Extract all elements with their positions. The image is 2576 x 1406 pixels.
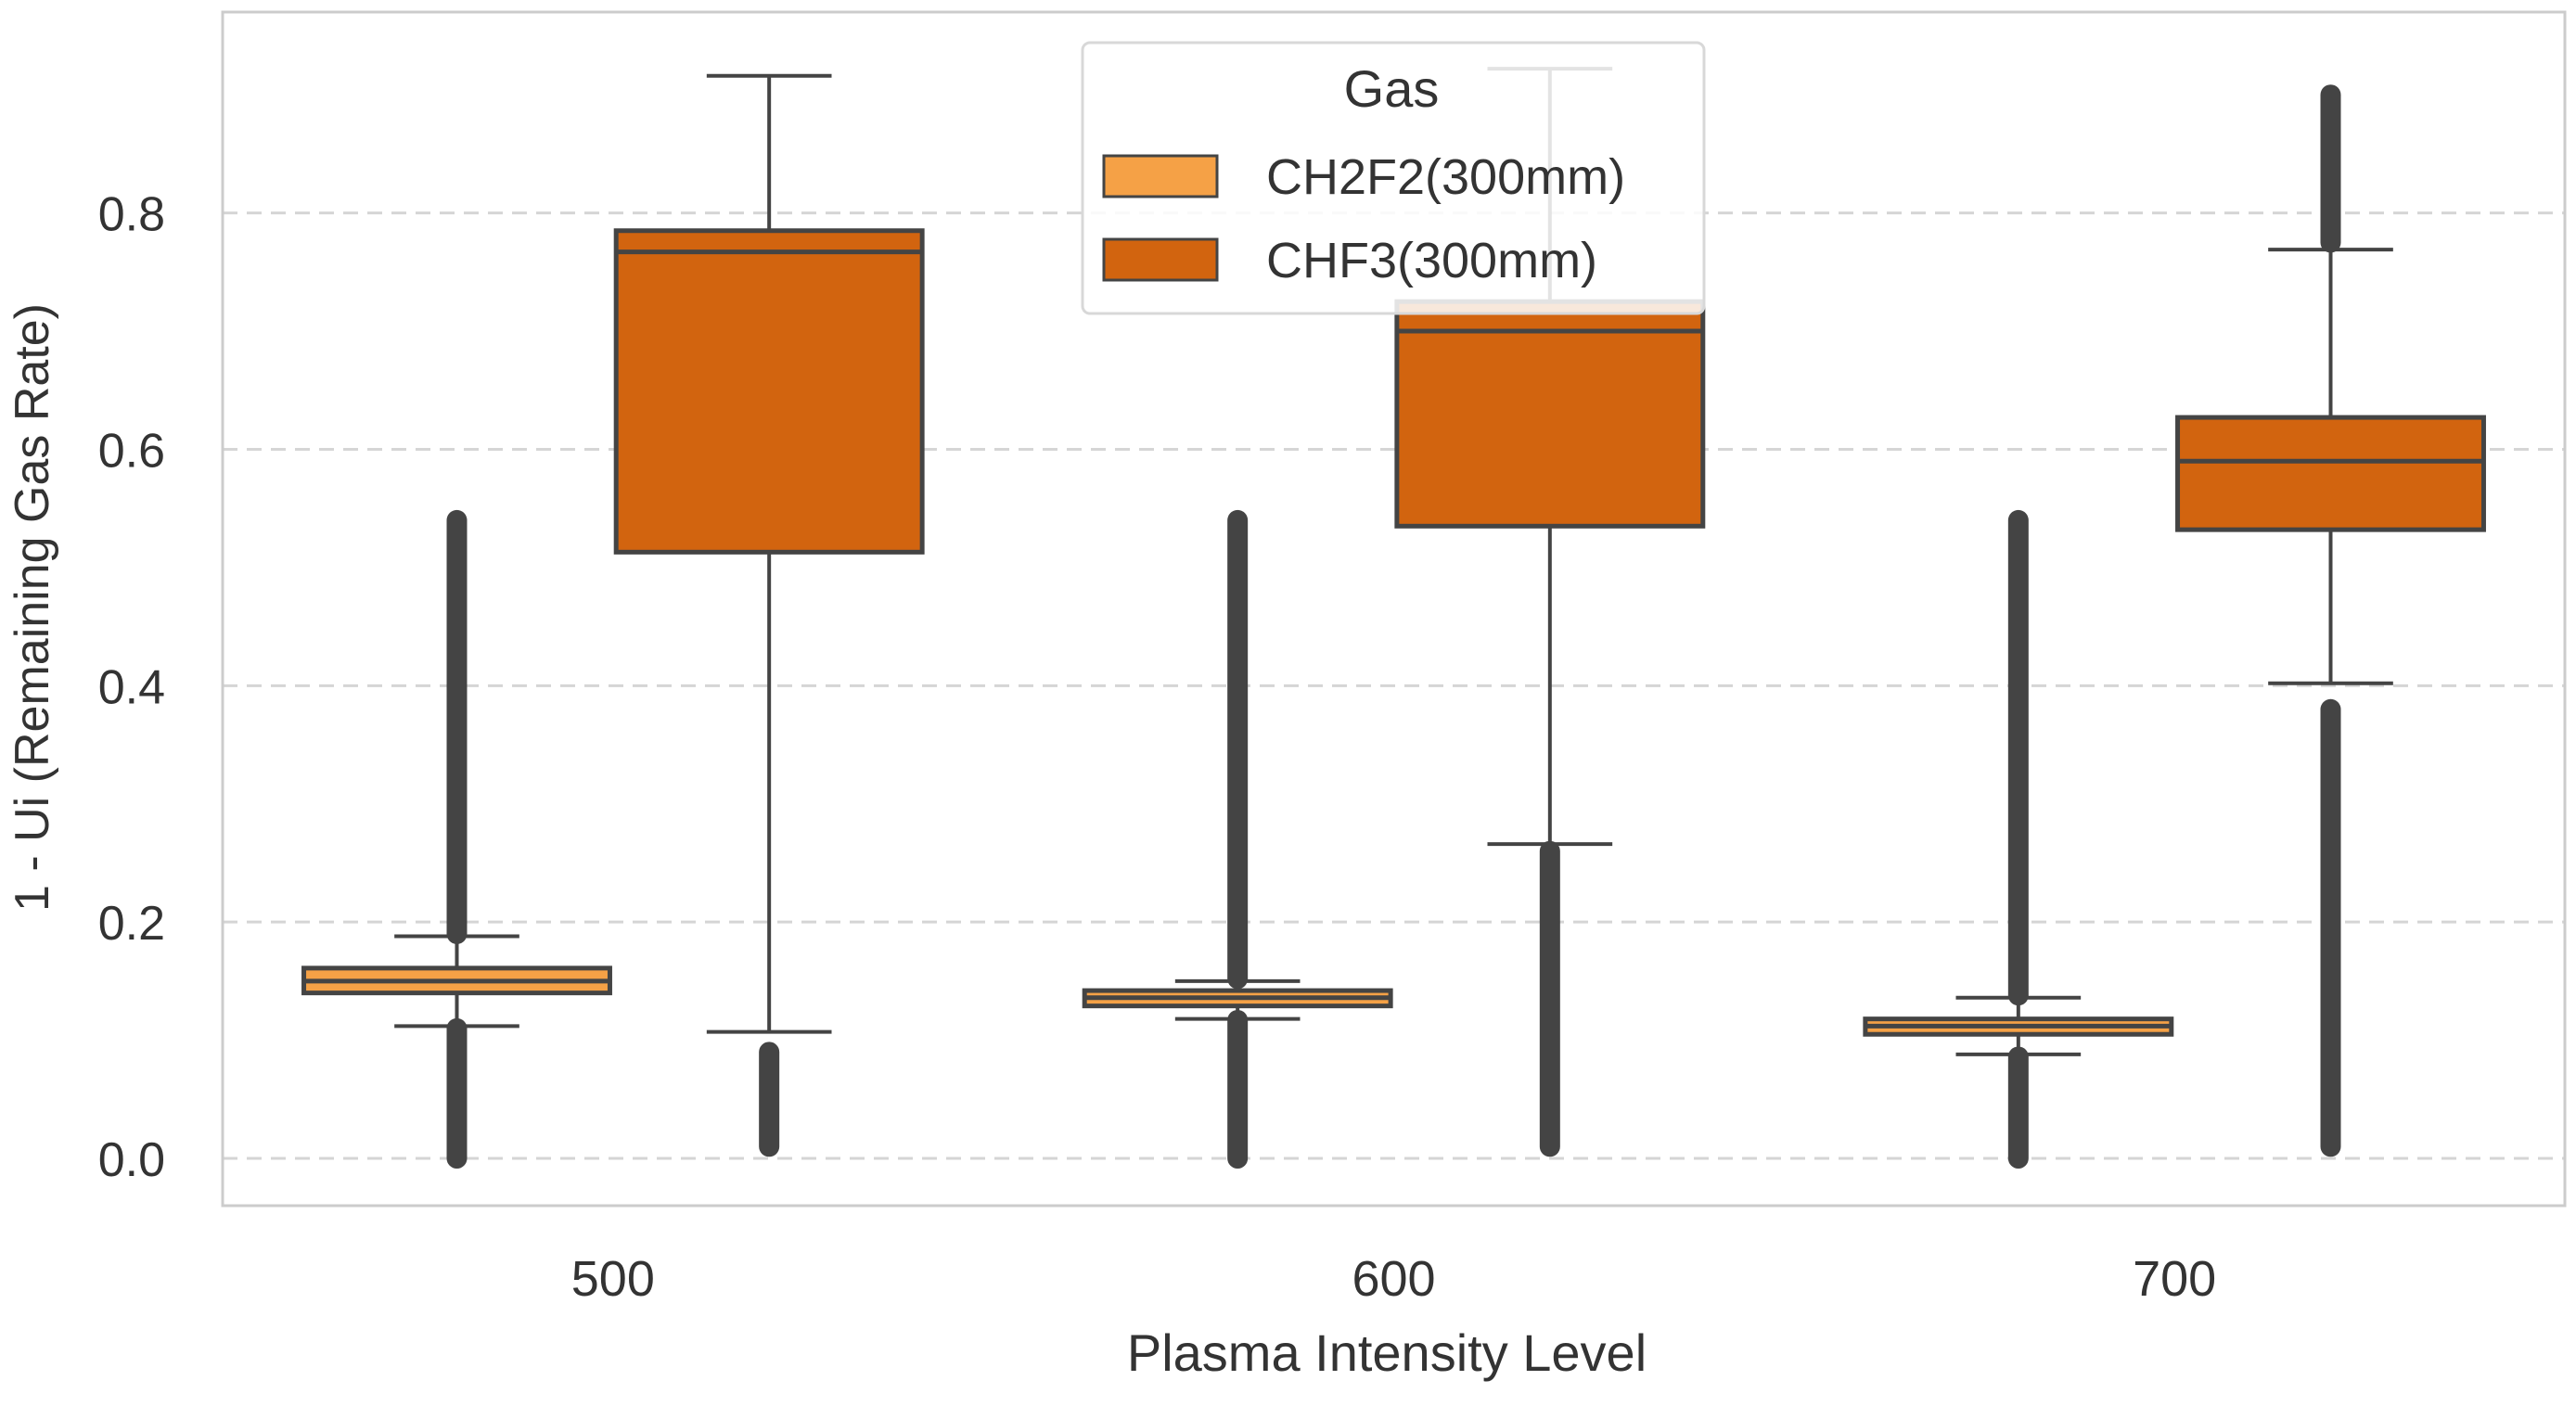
box-group — [613, 73, 925, 1157]
legend: Gas CH2F2(300mm) CHF3(300mm) — [1081, 41, 1706, 315]
legend-label-chf3: CHF3(300mm) — [1266, 233, 1597, 288]
y-axis-label: 1 - Ui (Remaining Gas Rate) — [6, 303, 59, 912]
box-group — [1082, 509, 1393, 1170]
box-group — [301, 509, 612, 1170]
y-tick-labels: 0.0 0.2 0.4 0.6 0.8 — [98, 188, 165, 1187]
plot-frame — [221, 10, 2567, 1208]
y-tick-label: 0.2 — [98, 897, 165, 951]
x-tick-label: 700 — [2133, 1251, 2216, 1307]
box-group — [1394, 67, 1706, 1157]
box-iqr — [613, 228, 925, 555]
x-tick-labels: 500 600 700 — [571, 1251, 2216, 1307]
legend-title: Gas — [1344, 59, 1440, 118]
x-axis-label: Plasma Intensity Level — [1127, 1323, 1647, 1382]
y-tick-label: 0.0 — [98, 1133, 165, 1187]
legend-swatch-ch2f2 — [1102, 154, 1219, 198]
y-tick-label: 0.4 — [98, 660, 165, 714]
box-group — [2175, 84, 2486, 1157]
legend-label-ch2f2: CH2F2(300mm) — [1266, 149, 1625, 205]
legend-frame — [1081, 41, 1706, 315]
box-iqr — [1394, 299, 1706, 529]
box-iqr — [2175, 415, 2486, 532]
legend-swatch-chf3 — [1102, 237, 1219, 282]
boxes — [301, 67, 2486, 1170]
x-tick-label: 600 — [1352, 1251, 1435, 1307]
y-tick-label: 0.6 — [98, 424, 165, 478]
box-group — [1863, 509, 2174, 1170]
y-tick-label: 0.8 — [98, 188, 165, 242]
x-tick-label: 500 — [571, 1251, 655, 1307]
